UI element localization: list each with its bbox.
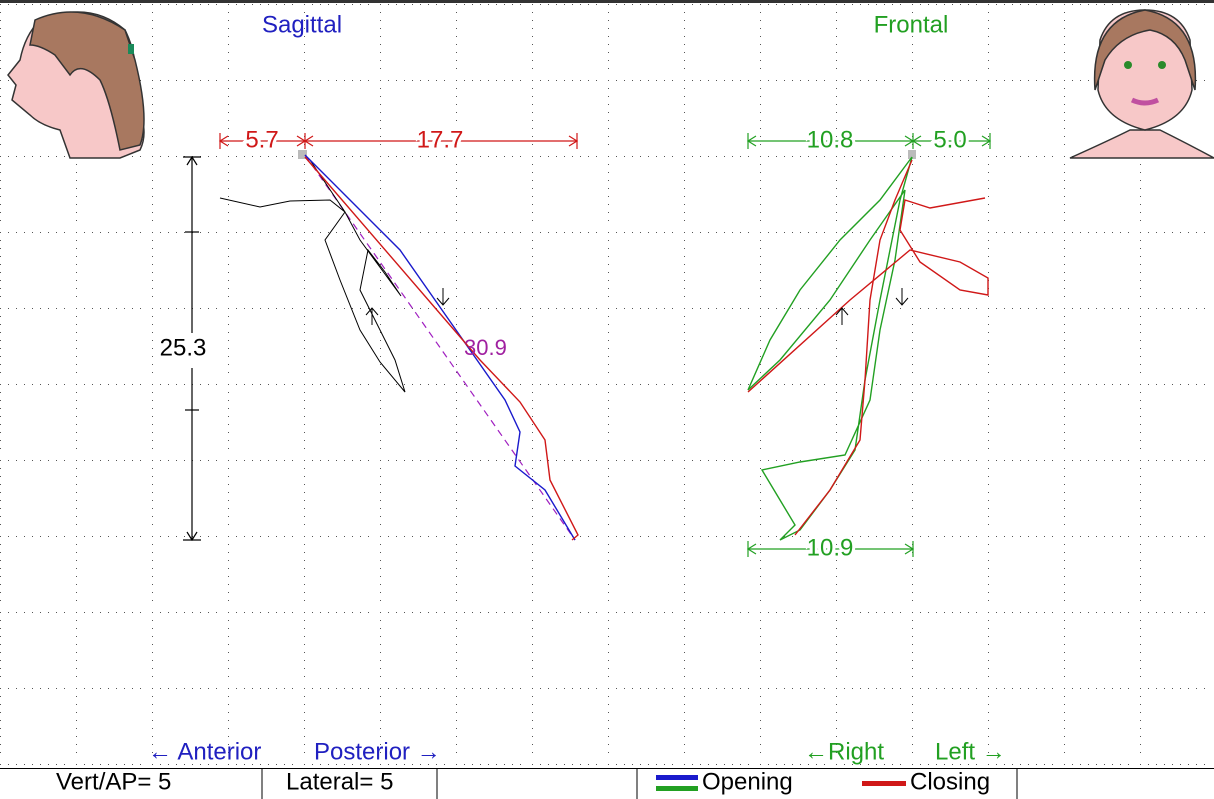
sagittal-trace — [219, 159, 406, 393]
legend-swatch — [656, 786, 698, 791]
status-text: Vert/AP= 5 — [56, 768, 171, 795]
path-length-line — [304, 154, 576, 541]
frontal-measures — [746, 133, 992, 557]
origin-marker — [298, 150, 307, 159]
measure-label: 17.7 — [417, 126, 464, 153]
sagittal-closing — [304, 156, 579, 541]
status-bar: Vert/AP= 5 Lateral= 5 Opening Closing — [0, 768, 1214, 799]
status-text: Lateral= 5 — [286, 768, 393, 795]
direction-arrows — [835, 288, 909, 325]
profile-face — [7, 11, 145, 159]
sagittal-horizontal-measure — [218, 133, 579, 149]
legend-label: Closing — [910, 768, 990, 795]
direction-label: ← Anterior — [148, 738, 261, 765]
top-border — [0, 0, 1214, 3]
grid — [0, 0, 1214, 768]
legend-label: Opening — [702, 768, 793, 795]
direction-label: ←Right — [804, 738, 884, 765]
front-face — [1069, 9, 1214, 159]
measure-label: 5.0 — [933, 126, 966, 153]
frontal-closing-lateral — [747, 197, 989, 393]
measure-label: 25.3 — [160, 334, 207, 361]
legend-swatch — [862, 781, 906, 786]
measure-label: 10.8 — [807, 126, 854, 153]
measure-label: 30.9 — [464, 335, 507, 360]
direction-arrows — [365, 288, 450, 325]
frontal-closing — [794, 159, 913, 536]
measure-label: 5.7 — [245, 126, 278, 153]
frontal-opening — [747, 156, 913, 541]
panel-title: Frontal — [874, 11, 949, 38]
direction-label: Posterior → — [314, 738, 441, 765]
sagittal-opening — [304, 154, 576, 541]
sagittal-vertical-measure — [183, 155, 201, 542]
panel-title: Sagittal — [262, 11, 342, 38]
measure-label: 10.9 — [807, 534, 854, 561]
legend-swatch — [656, 775, 698, 780]
origin-marker — [908, 150, 916, 159]
direction-label: Left → — [935, 738, 1006, 765]
